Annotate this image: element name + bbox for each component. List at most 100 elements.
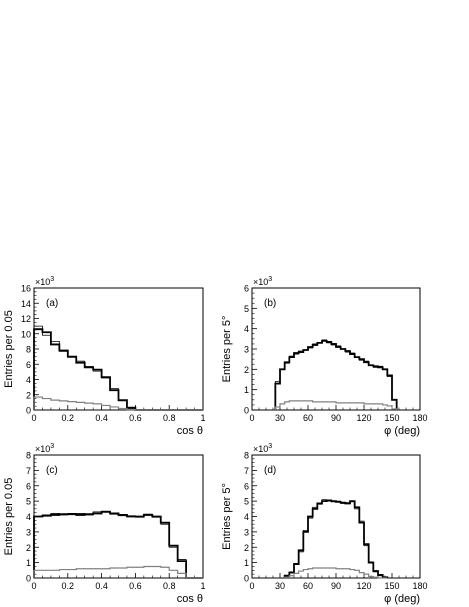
series-grey-histogram bbox=[274, 400, 398, 410]
x-tick-label: 0.4 bbox=[95, 581, 108, 591]
y-tick-label: 3 bbox=[26, 527, 31, 537]
multiplier-exponent: 3 bbox=[268, 276, 272, 283]
x-tick-label: 60 bbox=[303, 581, 313, 591]
x-tick-label: 150 bbox=[384, 413, 399, 423]
y-tick-label: 0 bbox=[244, 406, 249, 416]
x-tick-label: 0.6 bbox=[129, 581, 142, 591]
x-tick-label: 30 bbox=[275, 413, 285, 423]
x-tick-label: 0 bbox=[249, 413, 254, 423]
series-thick-histogram bbox=[274, 339, 398, 410]
y-axis-title: Entries per 5° bbox=[221, 483, 233, 550]
x-axis-title: φ (deg) bbox=[384, 425, 420, 437]
series-thin-histogram bbox=[33, 325, 203, 411]
y-tick-label: 7 bbox=[26, 466, 31, 476]
y-tick-label: 1 bbox=[244, 385, 249, 395]
y-tick-label: 4 bbox=[244, 324, 249, 334]
multiplier-label: ×103 bbox=[253, 276, 272, 287]
x-tick-label: 30 bbox=[275, 581, 285, 591]
y-tick-label: 16 bbox=[21, 284, 31, 294]
x-tick-label: 150 bbox=[384, 581, 399, 591]
y-tick-label: 2 bbox=[26, 543, 31, 553]
y-tick-label: 1 bbox=[26, 558, 31, 568]
y-tick-label: 0 bbox=[26, 406, 31, 416]
x-tick-label: 90 bbox=[331, 413, 341, 423]
series-grey-histogram bbox=[33, 396, 203, 411]
y-tick-label: 2 bbox=[244, 543, 249, 553]
y-tick-label: 8 bbox=[26, 345, 31, 355]
y-tick-label: 7 bbox=[244, 466, 249, 476]
x-tick-label: 120 bbox=[356, 581, 371, 591]
series-thin-histogram bbox=[274, 339, 398, 410]
x-tick-label: 90 bbox=[331, 581, 341, 591]
x-tick-label: 1 bbox=[200, 413, 205, 423]
x-tick-label: 0.2 bbox=[62, 413, 75, 423]
multiplier-label: ×103 bbox=[35, 443, 54, 454]
x-tick-label: 0 bbox=[31, 581, 36, 591]
x-tick-label: 0 bbox=[249, 581, 254, 591]
panel-label: (d) bbox=[264, 465, 276, 476]
y-tick-label: 12 bbox=[21, 314, 31, 324]
series-thin-histogram bbox=[33, 510, 203, 579]
x-tick-label: 60 bbox=[303, 413, 313, 423]
x-tick-label: 180 bbox=[412, 413, 427, 423]
series-thick-histogram bbox=[283, 499, 389, 579]
y-tick-label: 0 bbox=[26, 574, 31, 584]
y-tick-label: 10 bbox=[21, 329, 31, 339]
y-tick-label: 6 bbox=[26, 360, 31, 370]
y-tick-label: 6 bbox=[26, 481, 31, 491]
x-tick-label: 0.8 bbox=[163, 581, 176, 591]
y-tick-label: 5 bbox=[244, 304, 249, 314]
x-axis-title: cos θ bbox=[177, 593, 203, 605]
x-axis-title: φ (deg) bbox=[384, 593, 420, 605]
multiplier-exponent: 3 bbox=[268, 443, 272, 450]
series-thin-histogram bbox=[284, 499, 388, 578]
multiplier-base: ×10 bbox=[253, 444, 268, 454]
y-tick-label: 5 bbox=[244, 497, 249, 507]
y-tick-label: 4 bbox=[244, 512, 249, 522]
y-axis-title: Entries per 0.05 bbox=[3, 478, 15, 556]
y-tick-label: 6 bbox=[244, 284, 249, 294]
y-tick-label: 5 bbox=[26, 497, 31, 507]
panel-label: (c) bbox=[46, 465, 58, 476]
y-tick-label: 4 bbox=[26, 512, 31, 522]
y-tick-label: 0 bbox=[244, 574, 249, 584]
y-tick-label: 4 bbox=[26, 375, 31, 385]
multiplier-exponent: 3 bbox=[50, 443, 54, 450]
x-axis-title: cos θ bbox=[177, 425, 203, 437]
x-tick-label: 0.4 bbox=[95, 413, 108, 423]
x-tick-label: 0.8 bbox=[163, 413, 176, 423]
y-tick-label: 6 bbox=[244, 481, 249, 491]
multiplier-label: ×103 bbox=[35, 276, 54, 287]
y-tick-label: 8 bbox=[26, 451, 31, 461]
plot-frame bbox=[251, 287, 421, 411]
multiplier-base: ×10 bbox=[35, 277, 50, 287]
x-tick-label: 180 bbox=[412, 581, 427, 591]
x-tick-label: 120 bbox=[356, 413, 371, 423]
x-tick-label: 0.2 bbox=[62, 581, 75, 591]
y-tick-label: 14 bbox=[21, 299, 31, 309]
y-tick-label: 8 bbox=[244, 451, 249, 461]
series-grey-histogram bbox=[284, 567, 388, 579]
multiplier-base: ×10 bbox=[35, 444, 50, 454]
series-grey-histogram bbox=[33, 565, 203, 579]
y-tick-label: 1 bbox=[244, 558, 249, 568]
y-axis-title: Entries per 0.05 bbox=[3, 310, 15, 388]
panel-label: (a) bbox=[46, 298, 58, 309]
x-tick-label: 0 bbox=[31, 413, 36, 423]
y-tick-label: 3 bbox=[244, 527, 249, 537]
y-tick-label: 2 bbox=[26, 390, 31, 400]
y-tick-label: 3 bbox=[244, 345, 249, 355]
y-tick-label: 2 bbox=[244, 365, 249, 375]
multiplier-base: ×10 bbox=[253, 277, 268, 287]
plot-frame bbox=[251, 454, 421, 579]
x-tick-label: 0.6 bbox=[129, 413, 142, 423]
y-axis-title: Entries per 5° bbox=[221, 316, 233, 383]
x-tick-label: 1 bbox=[200, 581, 205, 591]
multiplier-exponent: 3 bbox=[50, 276, 54, 283]
multiplier-label: ×103 bbox=[253, 443, 272, 454]
